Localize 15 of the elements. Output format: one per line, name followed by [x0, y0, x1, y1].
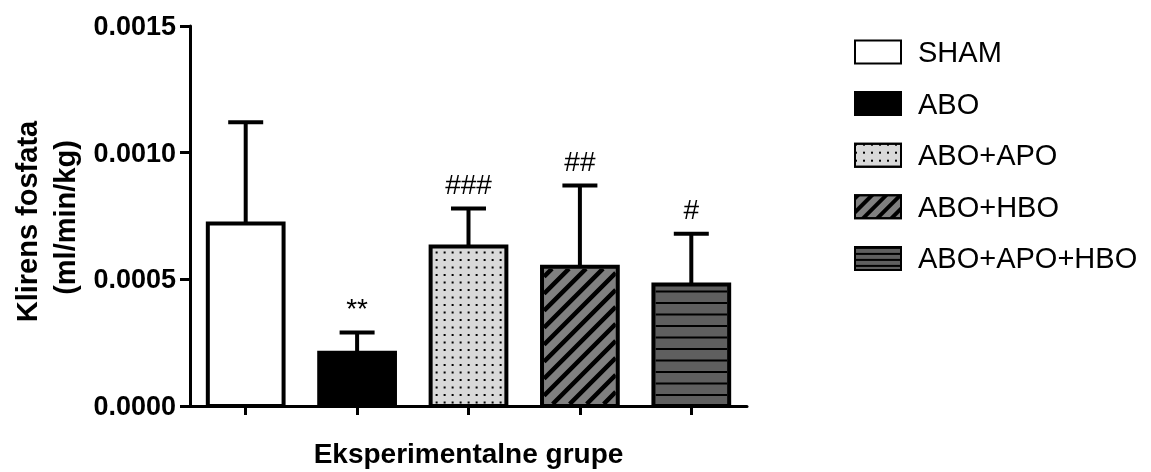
y-tick-label: 0.0000 — [93, 391, 176, 421]
y-axis-title: Klirens fosfata (ml/min/kg) — [11, 112, 81, 323]
data-label: # — [683, 194, 700, 226]
data-label: ** — [346, 293, 369, 325]
legend-label: ABO — [918, 87, 980, 120]
y-tick-label: 0.0010 — [93, 137, 176, 168]
legend-label: ABO+HBO — [918, 190, 1060, 223]
x-axis-title: Eksperimentalne grupe — [313, 437, 624, 469]
data-label: ## — [564, 146, 596, 178]
y-tick-label: 0.0005 — [93, 264, 176, 295]
data-label: ### — [445, 168, 493, 200]
legend-label: ABO+APO — [918, 139, 1058, 172]
legend-label: ABO+APO+HBO — [918, 242, 1138, 275]
y-tick-label: 0.0015 — [93, 11, 176, 41]
legend-label: SHAM — [918, 36, 1002, 68]
